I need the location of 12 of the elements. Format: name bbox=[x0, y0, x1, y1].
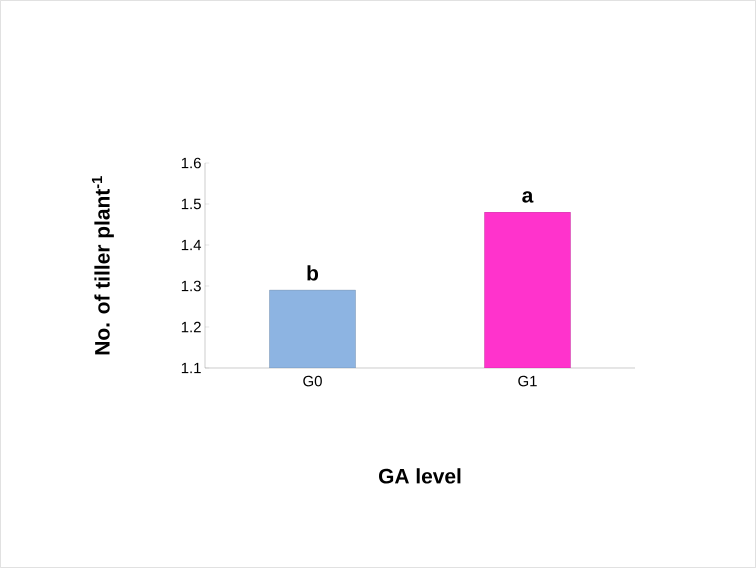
y-tick-label: 1.6 bbox=[182, 158, 201, 168]
y-tick-label: 1.4 bbox=[182, 240, 202, 250]
x-axis-title: GA level bbox=[379, 468, 460, 484]
x-tick-label: G1 bbox=[518, 376, 537, 386]
y-tick-label: 1.3 bbox=[182, 280, 201, 292]
y-tick-label: 1.2 bbox=[182, 322, 201, 332]
y-tick-label: 1.1 bbox=[182, 362, 201, 374]
annotation: a bbox=[522, 191, 534, 203]
y-tick-label: 1.5 bbox=[182, 198, 201, 210]
y-axis-title: No. of tiller plant$^{-1}$ bbox=[92, 176, 114, 354]
annotation: b bbox=[307, 265, 318, 281]
x-tick-label: G0 bbox=[303, 376, 322, 386]
